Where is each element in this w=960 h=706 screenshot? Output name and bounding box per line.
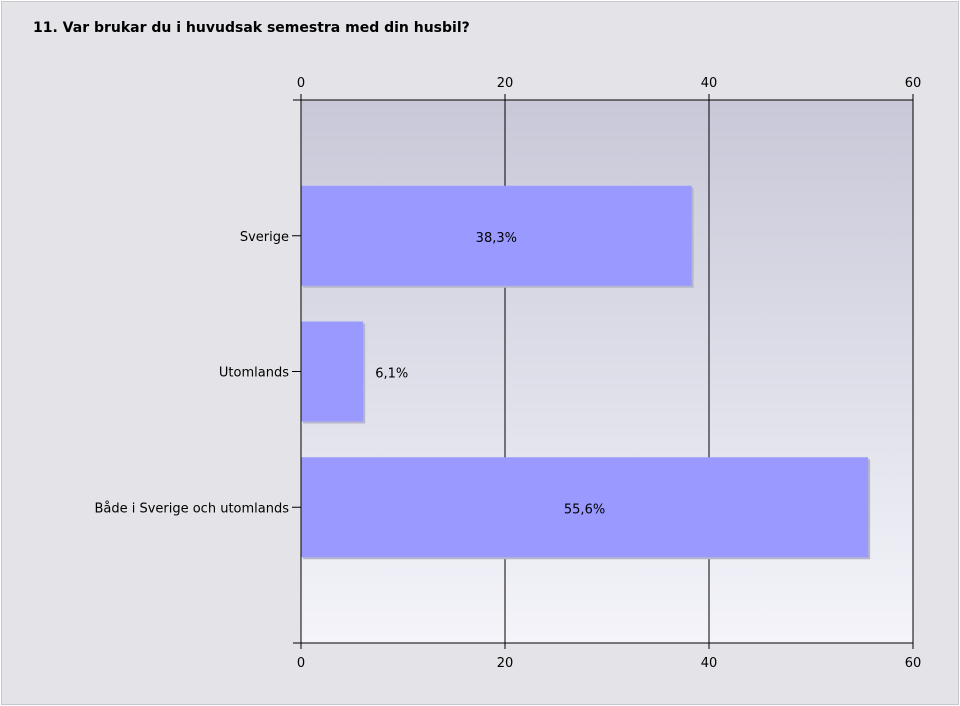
tick-label-top-2: 40 (701, 76, 718, 91)
tick-label-top-0: 0 (297, 76, 305, 91)
tick-label-bottom-1: 20 (497, 656, 514, 671)
category-label-1: Utomlands (219, 366, 289, 381)
bar-1 (301, 321, 364, 422)
data-label-0: 38,3% (476, 231, 517, 246)
tick-label-bottom-2: 40 (701, 656, 718, 671)
category-label-0: Sverige (240, 230, 289, 245)
tick-label-bottom-0: 0 (297, 656, 305, 671)
category-label-2: Både i Sverige och utomlands (94, 501, 289, 516)
bar-2 (301, 457, 869, 558)
tick-label-bottom-3: 60 (905, 656, 922, 671)
data-label-2: 55,6% (564, 502, 605, 517)
tick-label-top-3: 60 (905, 76, 922, 91)
tick-label-top-1: 20 (497, 76, 514, 91)
chart-title: 11. Var brukar du i huvudsak semestra me… (33, 20, 470, 36)
bar-0 (301, 185, 692, 286)
data-label-1: 6,1% (375, 367, 408, 382)
